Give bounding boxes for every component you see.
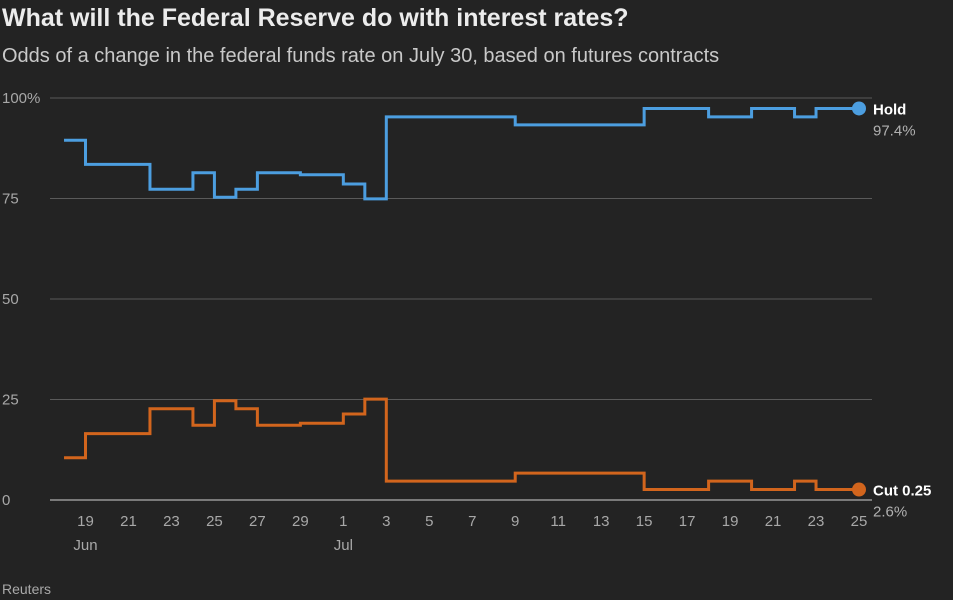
x-tick-label: 11 (550, 513, 566, 530)
series-line-hold (64, 106, 859, 201)
x-tick-label: 21 (765, 513, 782, 530)
x-tick-label: 21 (120, 513, 137, 530)
x-tick-label: 25 (206, 513, 223, 530)
x-tick-label: 19 (722, 513, 739, 530)
x-tick-label: 23 (808, 513, 825, 530)
x-month-label: Jun (73, 537, 97, 554)
source-credit: Reuters (2, 581, 52, 597)
x-tick-label: 3 (382, 513, 390, 530)
y-tick-label: 75 (2, 191, 19, 208)
series-name-label: Cut 0.25 (873, 483, 931, 500)
series-name-label: Hold (873, 101, 906, 118)
x-tick-label: 19 (77, 513, 94, 530)
x-tick-label: 17 (679, 513, 696, 530)
x-tick-label: 5 (425, 513, 433, 530)
y-tick-label: 0 (2, 492, 10, 509)
x-tick-label: 15 (636, 513, 653, 530)
x-tick-label: 1 (339, 513, 347, 530)
x-tick-label: 7 (468, 513, 476, 530)
series-end-value: 97.4% (873, 122, 916, 139)
series-line-cut (64, 397, 859, 492)
x-tick-label: 25 (851, 513, 868, 530)
x-tick-label: 13 (593, 513, 610, 530)
x-tick-label: 9 (511, 513, 519, 530)
y-tick-label: 50 (2, 291, 19, 308)
x-tick-label: 23 (163, 513, 180, 530)
x-tick-label: 29 (292, 513, 309, 530)
y-tick-label: 25 (2, 392, 19, 409)
series-end-value: 2.6% (873, 504, 907, 521)
y-tick-label: 100% (2, 90, 40, 107)
chart-subtitle: Odds of a change in the federal funds ra… (2, 45, 720, 67)
series-end-marker (852, 101, 866, 116)
x-tick-label: 27 (249, 513, 266, 530)
series-end-marker (852, 482, 866, 497)
x-month-label: Jul (334, 537, 353, 554)
chart-title: What will the Federal Reserve do with in… (2, 4, 629, 32)
